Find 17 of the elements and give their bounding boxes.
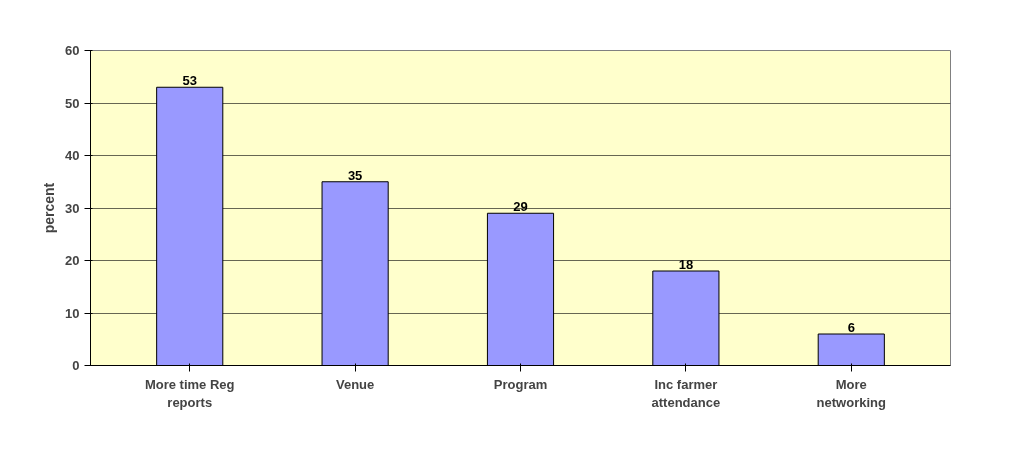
x-tick-label: Inc farmer attendance	[651, 376, 721, 410]
x-tick-label: More time Reg reports	[144, 376, 235, 410]
x-tick-label: Program	[493, 376, 548, 392]
y-tick-label: 50	[65, 95, 80, 111]
data-label: 18	[678, 257, 694, 272]
y-tick-label: 20	[65, 253, 80, 268]
y-tick-label: 0	[72, 358, 80, 373]
y-tick-label: 30	[65, 200, 80, 216]
x-tick-label: Venue	[335, 376, 375, 392]
x-tick-label: More networking	[816, 376, 886, 410]
y-tick-label: 60	[65, 43, 80, 58]
data-label: 6	[847, 320, 855, 335]
y-tick-label: 40	[65, 148, 80, 163]
y-tick-label: 10	[65, 305, 80, 321]
data-label: 35	[347, 167, 363, 183]
data-label: 53	[182, 73, 197, 89]
y-axis-title: percent	[41, 182, 58, 234]
